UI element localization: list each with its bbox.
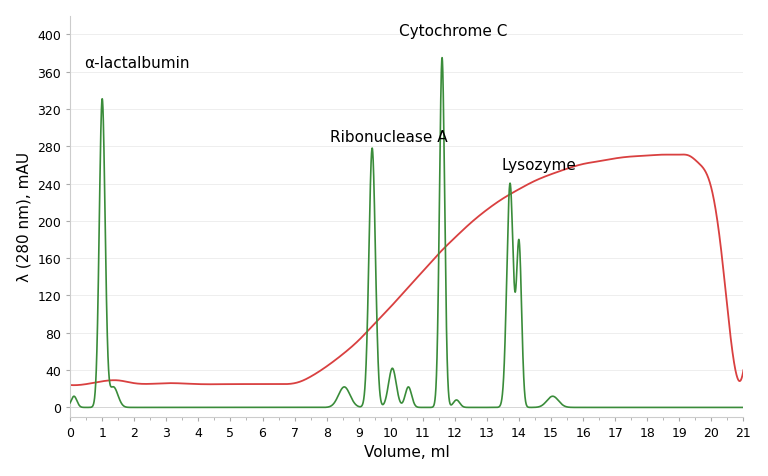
Y-axis label: λ (280 nm), mAU: λ (280 nm), mAU <box>17 152 31 282</box>
X-axis label: Volume, ml: Volume, ml <box>364 445 450 459</box>
Text: Lysozyme: Lysozyme <box>502 158 576 173</box>
Text: α-lactalbumin: α-lactalbumin <box>84 56 190 71</box>
Text: Ribonuclease A: Ribonuclease A <box>329 130 448 145</box>
Text: Cytochrome C: Cytochrome C <box>399 24 507 39</box>
